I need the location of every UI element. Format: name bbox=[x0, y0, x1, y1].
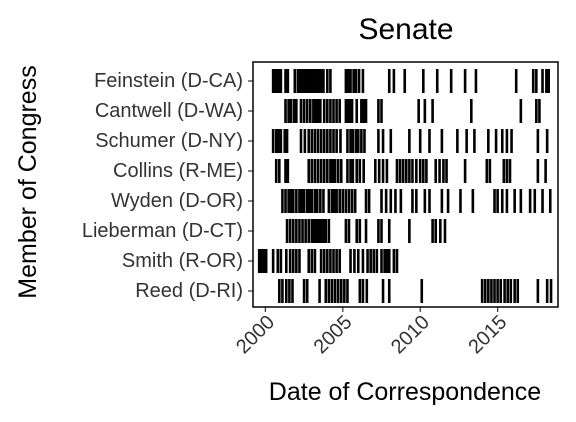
chart-title: Senate bbox=[358, 13, 453, 46]
x-axis-ticks: 2000 2005 2010 2015 bbox=[232, 307, 511, 358]
y-tick-label: Reed (D-RI) bbox=[135, 280, 243, 302]
y-tick-label: Cantwell (D-WA) bbox=[95, 100, 243, 122]
y-axis-ticks: Feinstein (D-CA) Cantwell (D-WA) Schumer (… bbox=[82, 70, 253, 302]
x-tick-label: 2000 bbox=[232, 311, 279, 358]
y-tick-label: Smith (R-OR) bbox=[122, 250, 243, 272]
x-tick-label: 2005 bbox=[310, 311, 357, 358]
plot-panel-border bbox=[252, 61, 559, 308]
y-tick-label: Collins (R-ME) bbox=[113, 160, 243, 182]
x-axis-title: Date of Correspondence bbox=[269, 378, 541, 406]
y-tick-label: Lieberman (D-CT) bbox=[82, 220, 243, 242]
chart-marks bbox=[257, 69, 553, 303]
y-tick-label: Wyden (D-OR) bbox=[111, 190, 243, 212]
x-tick-label: 2010 bbox=[387, 311, 434, 358]
x-tick-label: 2015 bbox=[464, 311, 511, 358]
y-tick-label: Feinstein (D-CA) bbox=[94, 70, 243, 92]
y-axis-title: Member of Congress bbox=[14, 65, 42, 298]
y-tick-label: Schumer (D-NY) bbox=[95, 130, 243, 152]
